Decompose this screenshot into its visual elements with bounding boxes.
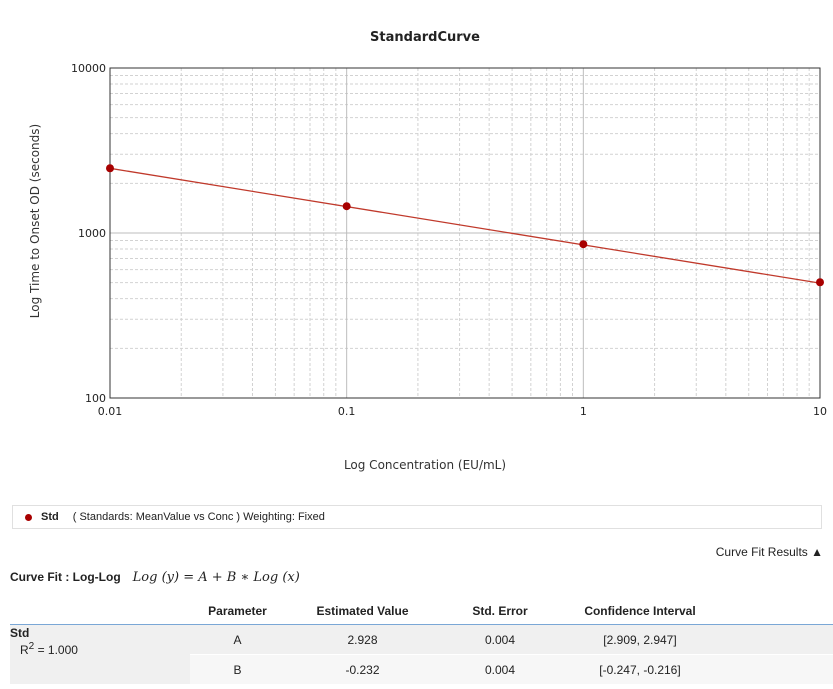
- estimate-cell: 2.928: [285, 624, 440, 655]
- header-series: [10, 598, 190, 625]
- header-estimated-value: Estimated Value: [285, 598, 440, 625]
- table-header-row: Parameter Estimated Value Std. Error Con…: [10, 598, 833, 625]
- axis-ticks: 0.01 0.1 1 10 100 1000 10000: [71, 62, 827, 418]
- chart-title: StandardCurve: [370, 30, 480, 45]
- estimate-cell: -0.232: [285, 654, 440, 684]
- x-axis-label: Log Concentration (EU/mL): [344, 458, 506, 472]
- spacer-cell: [720, 624, 833, 655]
- y-tick-label: 100: [85, 392, 106, 405]
- std-error-cell: 0.004: [440, 654, 560, 684]
- data-points-layer: [106, 164, 824, 287]
- x-tick-label: 1: [580, 405, 587, 418]
- curve-fit-label: Curve Fit : Log-Log: [10, 570, 121, 584]
- grid-lines: [109, 67, 821, 399]
- spacer-cell: [720, 654, 833, 684]
- y-axis-label: Log Time to Onset OD (seconds): [28, 124, 42, 318]
- std-error-cell: 0.004: [440, 624, 560, 655]
- data-point-std: [579, 240, 588, 249]
- x-tick-label: 10: [813, 405, 827, 418]
- table-row: B -0.232 0.004 [-0.247, -0.216]: [10, 654, 833, 684]
- header-parameter: Parameter: [190, 598, 285, 625]
- x-tick-label: 0.1: [338, 405, 356, 418]
- r-squared: R2 = 1.000: [20, 641, 78, 657]
- curve-fit-results-toggle[interactable]: Curve Fit Results ▲: [715, 545, 823, 559]
- fit-line-layer: [109, 167, 821, 284]
- legend-description: ( Standards: MeanValue vs Conc ) Weighti…: [72, 511, 325, 523]
- header-std-error: Std. Error: [440, 598, 560, 625]
- curve-fit-results-table: Parameter Estimated Value Std. Error Con…: [10, 598, 833, 684]
- data-point-std: [816, 278, 824, 287]
- parameter-cell: B: [190, 654, 285, 684]
- series-name: Std: [10, 626, 30, 640]
- plot-area-border: [109, 67, 821, 399]
- table-row: Std R2 = 1.000 A 2.928 0.004 [2.909, 2.9…: [10, 624, 833, 684]
- legend-marker-std: [25, 513, 32, 521]
- y-tick-label: 10000: [71, 62, 106, 75]
- series-cell: Std R2 = 1.000: [10, 624, 190, 684]
- curve-fit-equation: Log (y) = A + B ∗ Log (x): [132, 570, 300, 585]
- standard-curve-chart: StandardCurve 0.01 0.1 1 10 100 1000 10000 Log…: [28, 30, 827, 472]
- parameter-cell: A: [190, 624, 285, 655]
- header-spacer: [720, 598, 833, 625]
- data-point-std: [106, 164, 114, 173]
- data-point-std: [342, 202, 351, 211]
- confidence-interval-cell: [-0.247, -0.216]: [560, 654, 720, 684]
- chart-legend: Std ( Standards: MeanValue vs Conc ) Wei…: [12, 505, 822, 529]
- curve-fit-summary: Curve Fit : Log-Log Log (y) = A + B ∗ Lo…: [10, 570, 300, 585]
- header-confidence-interval: Confidence Interval: [560, 598, 720, 625]
- x-tick-label: 0.01: [98, 405, 123, 418]
- legend-series-name: Std: [41, 511, 59, 523]
- y-tick-label: 1000: [78, 227, 106, 240]
- fit-line-std: [109, 167, 821, 284]
- confidence-interval-cell: [2.909, 2.947]: [560, 624, 720, 655]
